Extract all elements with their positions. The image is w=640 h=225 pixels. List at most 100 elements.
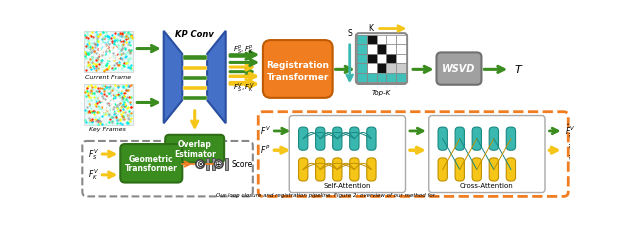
Polygon shape	[207, 31, 226, 123]
FancyBboxPatch shape	[356, 33, 407, 84]
Bar	[358, 44, 367, 54]
Bar	[377, 63, 387, 73]
FancyBboxPatch shape	[83, 141, 253, 196]
FancyBboxPatch shape	[506, 158, 516, 181]
Text: $F_K^V$: $F_K^V$	[88, 167, 99, 182]
Bar	[358, 44, 367, 54]
Text: Overlap: Overlap	[178, 140, 212, 149]
Text: Transformer: Transformer	[125, 164, 178, 173]
FancyBboxPatch shape	[438, 158, 447, 181]
Polygon shape	[164, 31, 182, 123]
Bar	[396, 73, 406, 82]
Bar	[377, 54, 387, 63]
Text: $F_S^V$: $F_S^V$	[88, 147, 99, 162]
Bar	[183, 65, 207, 70]
Bar	[377, 44, 387, 54]
Bar	[183, 96, 207, 100]
Bar	[183, 86, 207, 90]
Bar	[358, 73, 367, 82]
Bar	[183, 76, 207, 80]
Text: $\oplus$: $\oplus$	[214, 159, 223, 169]
FancyBboxPatch shape	[367, 127, 376, 150]
Bar	[387, 44, 396, 54]
FancyBboxPatch shape	[120, 144, 182, 182]
Bar	[387, 73, 396, 82]
Bar	[377, 73, 387, 82]
Text: Top-K: Top-K	[372, 90, 391, 96]
FancyBboxPatch shape	[455, 158, 465, 181]
Text: $F^V$: $F^V$	[260, 125, 271, 137]
Text: ...: ...	[565, 152, 571, 159]
Bar	[377, 73, 387, 82]
FancyBboxPatch shape	[472, 158, 481, 181]
Bar	[387, 63, 396, 73]
Text: WSVD: WSVD	[442, 64, 476, 74]
Bar	[183, 86, 207, 90]
Text: $F_S^V, F_K^V$: $F_S^V, F_K^V$	[233, 82, 255, 95]
Text: $F^P$: $F^P$	[260, 144, 270, 156]
Text: Transformer: Transformer	[267, 72, 329, 81]
Bar	[183, 96, 207, 100]
FancyBboxPatch shape	[333, 158, 342, 181]
Text: S: S	[348, 29, 352, 38]
Text: Geometric: Geometric	[129, 155, 173, 164]
Bar	[387, 73, 396, 82]
FancyBboxPatch shape	[289, 116, 406, 193]
Bar	[367, 73, 377, 82]
Bar	[367, 73, 377, 82]
Text: Registration: Registration	[266, 61, 329, 70]
Text: Key Frames: Key Frames	[90, 127, 126, 132]
Circle shape	[196, 160, 204, 168]
FancyBboxPatch shape	[263, 40, 333, 98]
FancyBboxPatch shape	[472, 127, 481, 150]
FancyBboxPatch shape	[489, 127, 499, 150]
Bar	[358, 54, 367, 63]
Text: $T$: $T$	[514, 63, 524, 75]
Text: Current Frame: Current Frame	[85, 75, 131, 80]
Circle shape	[214, 160, 223, 168]
Bar	[358, 35, 367, 44]
Text: $F_S^p, F_K^p$: $F_S^p, F_K^p$	[233, 44, 253, 56]
Bar	[225, 158, 228, 170]
Text: $\hat{F}^V$: $\hat{F}^V$	[565, 122, 575, 137]
Text: $\otimes$: $\otimes$	[196, 159, 205, 169]
Bar	[367, 54, 377, 63]
Text: ...: ...	[565, 130, 571, 137]
Bar	[358, 54, 367, 63]
FancyBboxPatch shape	[429, 116, 545, 193]
Bar	[387, 35, 396, 44]
Text: KP Conv: KP Conv	[175, 30, 214, 39]
Bar	[367, 44, 377, 54]
Bar	[358, 73, 367, 82]
Bar	[367, 63, 377, 73]
FancyBboxPatch shape	[349, 158, 359, 181]
Bar	[183, 65, 207, 70]
Bar	[358, 73, 406, 82]
FancyBboxPatch shape	[298, 127, 308, 150]
Bar	[396, 63, 406, 73]
Text: Estimator: Estimator	[174, 150, 216, 159]
FancyBboxPatch shape	[316, 127, 325, 150]
Text: Self-Attention: Self-Attention	[324, 183, 371, 189]
Bar	[396, 54, 406, 63]
Bar	[377, 35, 387, 44]
Bar	[396, 35, 406, 44]
Text: Cross-Attention: Cross-Attention	[460, 183, 514, 189]
FancyBboxPatch shape	[333, 127, 342, 150]
Bar	[358, 35, 367, 82]
Bar	[358, 73, 367, 82]
Bar	[212, 158, 215, 170]
FancyBboxPatch shape	[349, 127, 359, 150]
Bar	[358, 35, 367, 44]
FancyBboxPatch shape	[506, 127, 516, 150]
Bar	[183, 76, 207, 80]
FancyBboxPatch shape	[165, 135, 224, 162]
FancyBboxPatch shape	[298, 158, 308, 181]
FancyBboxPatch shape	[316, 158, 325, 181]
Bar	[183, 56, 207, 60]
Text: Score: Score	[232, 160, 253, 169]
Bar	[84, 84, 132, 125]
Bar	[84, 31, 132, 72]
Bar	[396, 44, 406, 54]
FancyBboxPatch shape	[367, 158, 376, 181]
